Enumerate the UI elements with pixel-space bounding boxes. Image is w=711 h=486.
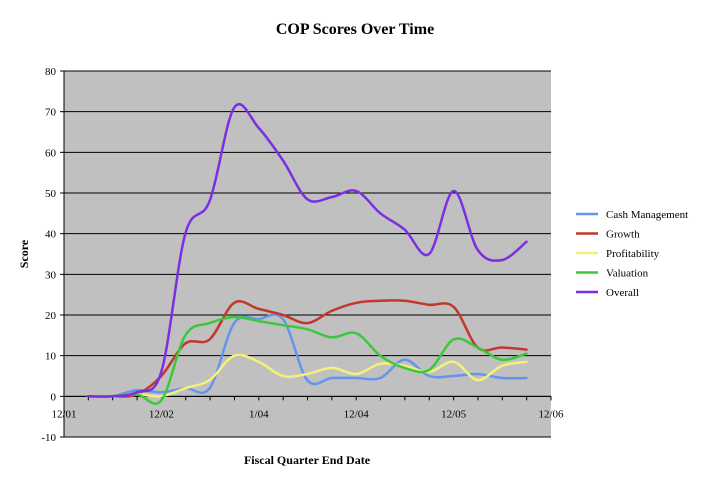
- y-tick-label: 20: [45, 310, 57, 322]
- x-tick-label: 12/04: [344, 408, 370, 420]
- y-tick-label: 10: [45, 351, 57, 363]
- x-tick-label: 12/05: [441, 408, 467, 420]
- series-line-profitability: [86, 353, 528, 398]
- legend-label-overall: Overall: [606, 287, 639, 299]
- x-tick-label: 12/01: [51, 408, 76, 420]
- series-line-cash-management: [86, 313, 528, 398]
- y-tick-label: 70: [45, 107, 57, 119]
- x-tick-label: 1/04: [249, 408, 269, 420]
- y-axis-title: Score: [17, 239, 31, 268]
- y-tick-label: 40: [45, 229, 57, 241]
- legend: Cash Management Growth Profitability Valuat…: [576, 209, 688, 299]
- x-tick-label: 12/06: [538, 408, 564, 420]
- series-line-growth: [86, 299, 528, 398]
- y-tick-label: 50: [45, 188, 57, 200]
- chart-title: COP Scores Over Time: [276, 21, 434, 38]
- legend-label-valuation: Valuation: [606, 268, 649, 280]
- series-lines: [86, 103, 528, 405]
- x-axis-title: Fiscal Quarter End Date: [244, 453, 371, 467]
- series-line-valuation: [86, 315, 528, 405]
- legend-label-profitability: Profitability: [606, 248, 660, 260]
- y-tick-label: 30: [45, 269, 57, 281]
- y-tick-label: 60: [45, 147, 57, 159]
- legend-label-growth: Growth: [606, 229, 640, 241]
- y-tick-label: 80: [45, 66, 57, 78]
- x-tick-label: 12/02: [149, 408, 174, 420]
- y-axis-ticks: -10 0 10 20 30 40 50 60 70 80: [41, 66, 64, 444]
- y-tick-label: 0: [51, 391, 57, 403]
- y-tick-label: -10: [41, 432, 56, 444]
- series-line-overall: [86, 103, 528, 398]
- legend-label-cash-management: Cash Management: [606, 209, 688, 221]
